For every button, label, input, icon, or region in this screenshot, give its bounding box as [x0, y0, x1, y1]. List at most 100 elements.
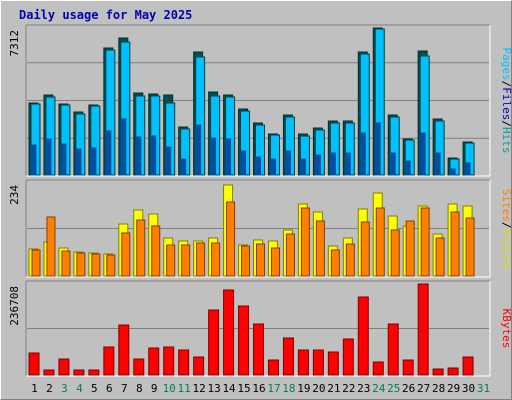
x-tick-label: 31 — [477, 382, 490, 395]
bar-sites-day-19 — [300, 207, 310, 277]
bar-kbytes-day-13 — [208, 309, 220, 376]
bar-kbytes-day-23 — [357, 296, 369, 376]
side-label-middle: Sites/Visits — [500, 189, 512, 269]
bar-kbytes-day-18 — [282, 337, 294, 376]
bar-sites-day-13 — [211, 242, 221, 277]
bar-kbytes-day-9 — [148, 347, 160, 376]
bar-kbytes-day-29 — [447, 367, 459, 376]
bar-pages-day-20 — [314, 154, 321, 176]
x-tick-label: 12 — [193, 382, 206, 395]
side-label-part: Visits — [500, 229, 512, 269]
x-tick-label: 7 — [121, 382, 128, 395]
bar-pages-day-17 — [269, 158, 276, 176]
bar-sites-day-2 — [46, 216, 56, 277]
x-tick-label: 1 — [31, 382, 38, 395]
x-tick-label: 23 — [357, 382, 370, 395]
x-tick-label: 26 — [402, 382, 415, 395]
bar-pages-day-26 — [404, 160, 411, 176]
bar-kbytes-day-22 — [342, 338, 354, 376]
bar-pages-day-14 — [225, 138, 232, 176]
side-label-part: KBytes — [500, 309, 512, 349]
side-label-part: / — [500, 81, 512, 88]
bar-sites-day-17 — [270, 247, 280, 277]
bar-kbytes-day-5 — [88, 369, 100, 376]
bar-pages-day-30 — [464, 162, 471, 176]
x-tick-label: 18 — [282, 382, 295, 395]
x-tick-label: 24 — [372, 382, 386, 395]
bar-sites-day-22 — [345, 243, 355, 277]
bar-pages-day-16 — [255, 156, 262, 176]
bar-sites-day-8 — [136, 219, 146, 277]
side-label-top: Pages/Files/Hits — [500, 48, 512, 154]
bar-pages-day-8 — [135, 136, 142, 176]
bar-kbytes-day-2 — [43, 369, 55, 376]
x-tick-label: 22 — [342, 382, 355, 395]
bar-sites-day-28 — [435, 237, 445, 277]
x-tick-label: 19 — [297, 382, 310, 395]
bar-sites-day-5 — [91, 253, 101, 277]
x-tick-label: 10 — [163, 382, 176, 395]
bar-pages-day-2 — [45, 138, 52, 176]
bar-pages-day-10 — [165, 146, 172, 176]
bar-kbytes-day-21 — [327, 351, 339, 376]
x-tick-label: 16 — [252, 382, 265, 395]
bar-kbytes-day-4 — [73, 369, 85, 376]
bar-pages-day-11 — [180, 158, 187, 176]
bar-pages-day-3 — [60, 143, 67, 176]
bar-sites-day-23 — [360, 221, 370, 277]
bar-pages-day-18 — [284, 150, 291, 176]
bar-pages-day-23 — [359, 132, 366, 176]
bar-sites-day-25 — [390, 229, 400, 277]
x-tick-label: 2 — [46, 382, 53, 395]
bar-pages-day-13 — [210, 137, 217, 176]
bar-sites-day-15 — [241, 245, 251, 277]
bar-pages-day-27 — [419, 132, 426, 176]
bar-sites-day-7 — [121, 232, 131, 277]
chart-title: Daily usage for May 2025 — [19, 8, 193, 22]
x-tick-label: 4 — [76, 382, 83, 395]
x-tick-label: 25 — [387, 382, 400, 395]
bar-sites-day-9 — [151, 225, 161, 277]
bar-kbytes-day-14 — [223, 289, 235, 376]
x-tick-label: 6 — [106, 382, 113, 395]
bar-pages-day-19 — [299, 158, 306, 176]
bar-kbytes-day-20 — [312, 349, 324, 376]
bar-sites-day-1 — [31, 249, 41, 277]
x-tick-label: 13 — [207, 382, 220, 395]
bar-kbytes-day-30 — [462, 356, 474, 376]
bar-pages-day-9 — [150, 135, 157, 176]
bar-kbytes-day-27 — [417, 283, 429, 376]
bar-sites-day-4 — [76, 252, 86, 277]
bar-sites-day-6 — [106, 254, 116, 277]
x-tick-label: 21 — [327, 382, 340, 395]
bar-kbytes-day-28 — [432, 368, 444, 376]
bar-kbytes-day-11 — [178, 349, 190, 376]
bar-sites-day-11 — [181, 244, 191, 277]
x-tick-label: 9 — [151, 382, 158, 395]
bar-kbytes-day-8 — [133, 358, 145, 376]
side-label-part: Files — [500, 87, 512, 120]
bar-kbytes-day-7 — [118, 324, 130, 376]
bar-pages-day-24 — [374, 122, 381, 176]
bar-sites-day-29 — [450, 211, 460, 277]
x-tick-label: 30 — [462, 382, 475, 395]
x-tick-label: 28 — [432, 382, 445, 395]
x-tick-label: 27 — [417, 382, 430, 395]
bar-pages-day-1 — [30, 144, 37, 176]
bar-sites-day-21 — [330, 249, 340, 277]
bar-kbytes-day-12 — [193, 356, 205, 376]
bar-kbytes-day-25 — [387, 323, 399, 376]
max-value-label: 7312 — [8, 30, 21, 57]
bar-kbytes-day-26 — [402, 359, 414, 376]
bar-pages-day-4 — [75, 148, 82, 176]
bar-kbytes-day-10 — [163, 346, 175, 376]
bar-sites-day-20 — [315, 220, 325, 277]
x-tick-label: 29 — [447, 382, 460, 395]
bar-sites-day-27 — [420, 207, 430, 277]
x-tick-label: 15 — [237, 382, 250, 395]
bar-pages-day-15 — [240, 150, 247, 176]
side-label-part: Sites — [500, 189, 512, 222]
x-tick-label: 20 — [312, 382, 325, 395]
bar-kbytes-day-15 — [238, 305, 250, 376]
